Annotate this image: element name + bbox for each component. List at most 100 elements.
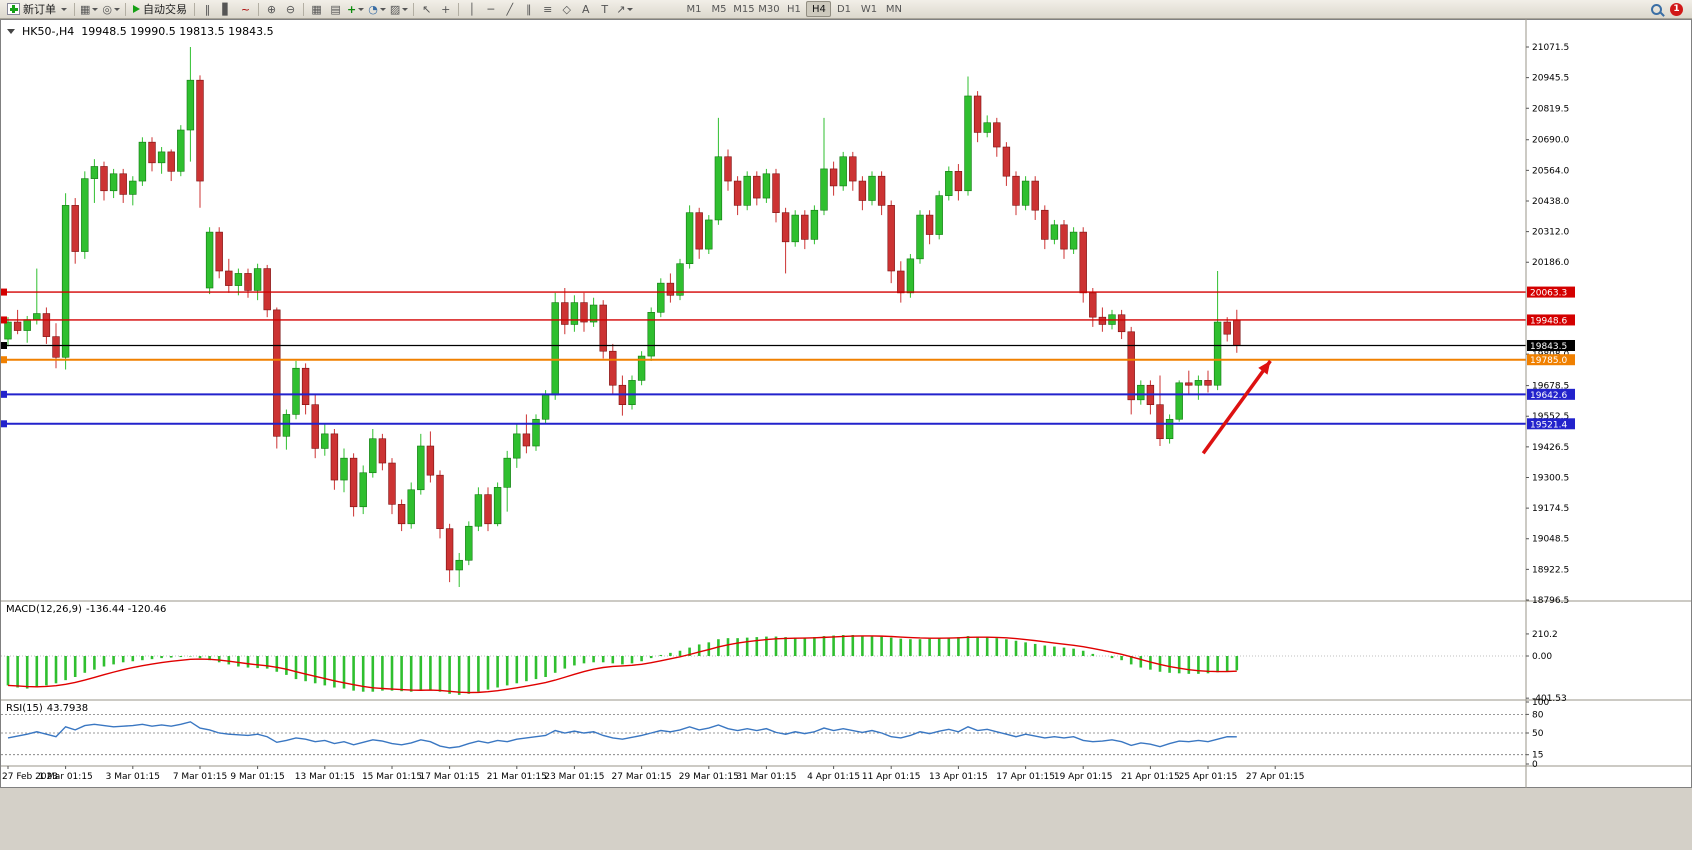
svg-text:20564.0: 20564.0 [1532, 166, 1569, 176]
label-icon[interactable]: T [601, 2, 609, 16]
shapes-icon[interactable]: ◇ [562, 2, 571, 16]
vertical-line-icon[interactable]: │ [468, 2, 476, 16]
hline-left-marker [1, 288, 7, 296]
timeframe-m5-button[interactable]: M5 [711, 3, 727, 15]
svg-text:20690.0: 20690.0 [1532, 136, 1569, 146]
candles-layer [4, 47, 1241, 587]
svg-text:13 Mar 01:15: 13 Mar 01:15 [295, 772, 355, 782]
svg-text:11 Apr 01:15: 11 Apr 01:15 [862, 772, 921, 782]
svg-text:20438.0: 20438.0 [1532, 197, 1569, 207]
svg-text:20945.5: 20945.5 [1532, 74, 1569, 84]
svg-text:27 Mar 01:15: 27 Mar 01:15 [612, 772, 672, 782]
dropdown-caret-icon [114, 7, 121, 11]
svg-text:15 Mar 01:15: 15 Mar 01:15 [362, 772, 422, 782]
timeframe-mn-button[interactable]: MN [885, 3, 903, 15]
rsi-name: RSI(15) [6, 703, 43, 714]
rsi-line [7, 721, 1237, 749]
svg-text:18796.5: 18796.5 [1532, 596, 1569, 606]
svg-text:21 Mar 01:15: 21 Mar 01:15 [487, 772, 547, 782]
svg-text:27 Apr 01:15: 27 Apr 01:15 [1246, 772, 1305, 782]
toolbar-group-draw: │ ─ ╱ ∥ ≡ ◇ A T ↗ [462, 1, 635, 18]
timeframe-h4-button[interactable]: H4 [806, 1, 832, 17]
equidistant-channel-icon[interactable]: ∥ [526, 2, 532, 16]
svg-text:21 Apr 01:15: 21 Apr 01:15 [1121, 772, 1180, 782]
profiles-icon[interactable]: ◎ [100, 1, 122, 18]
toolbar-separator [258, 2, 260, 16]
toolbar-right-icons: 1 [1651, 2, 1689, 16]
dropdown-caret-icon [627, 7, 634, 11]
horizontal-line-icon[interactable]: ─ [487, 2, 495, 16]
svg-text:19426.5: 19426.5 [1532, 443, 1569, 453]
chart-title: HK50-,H4 19948.5 19990.5 19813.5 19843.5 [7, 25, 274, 38]
price-line-badge [1527, 354, 1575, 366]
price-line-badge [1527, 418, 1575, 430]
hline-left-marker [1, 420, 7, 428]
rsi-value: 43.7938 [46, 703, 89, 714]
hlines-layer [1, 288, 1526, 428]
templates-icon[interactable]: ▨ [388, 1, 410, 18]
toolbar-group-tools: ▦ ▤ + ◔ ▨ [307, 1, 410, 18]
toolbar-separator [413, 2, 415, 16]
search-icon[interactable] [1651, 3, 1662, 15]
toolbar-separator [458, 2, 460, 16]
timeframe-m1-button[interactable]: M1 [686, 3, 702, 15]
text-icon[interactable]: A [581, 2, 590, 16]
hline-left-marker [1, 341, 7, 349]
timeframe-m15-button[interactable]: M15 [733, 3, 755, 15]
dropdown-caret-icon [61, 7, 67, 11]
timeframe-h1-button[interactable]: H1 [787, 3, 801, 15]
fibonacci-icon[interactable]: ≡ [543, 2, 553, 16]
arrow-annotation [1201, 359, 1272, 455]
timeframe-w1-button[interactable]: W1 [860, 3, 878, 15]
svg-text:23 Mar 01:15: 23 Mar 01:15 [544, 772, 604, 782]
new-order-icon [7, 3, 20, 15]
new-chart-icon[interactable]: ▦ [78, 1, 100, 18]
autotrade-button[interactable]: 自动交易 [129, 1, 191, 18]
svg-text:19048.5: 19048.5 [1532, 535, 1569, 545]
chart-collapse-icon[interactable] [7, 29, 15, 34]
candlestick-chart-icon[interactable]: ▋ [222, 2, 231, 16]
period-icon[interactable]: ◔ [366, 1, 388, 18]
svg-text:18922.5: 18922.5 [1532, 565, 1569, 575]
price-line-badge [1527, 314, 1575, 326]
zoom-out-icon[interactable]: ⊖ [285, 2, 296, 16]
svg-text:4 Apr 01:15: 4 Apr 01:15 [807, 772, 860, 782]
svg-text:3 Mar 01:15: 3 Mar 01:15 [106, 772, 160, 782]
svg-text:15: 15 [1532, 751, 1543, 761]
price-scale[interactable]: 21071.5 20945.5 20819.5 20690.0 20564.0 20438… [1526, 43, 1575, 606]
crosshair-icon[interactable]: + [441, 2, 451, 16]
svg-text:1 Mar 01:15: 1 Mar 01:15 [38, 772, 92, 782]
autotrade-label: 自动交易 [143, 3, 188, 16]
chart-window-bg [0, 19, 1692, 788]
cursor-icon[interactable]: ↖ [422, 2, 432, 16]
timeframe-d1-button[interactable]: D1 [836, 3, 851, 15]
tile-windows-icon[interactable]: ▦ [311, 2, 322, 16]
macd-indicator-label: MACD(12,26,9) -136.44 -120.46 [6, 604, 170, 615]
zoom-in-icon[interactable]: ⊕ [266, 2, 277, 16]
new-order-button[interactable]: 新订单 [3, 1, 71, 18]
trendline-icon[interactable]: ╱ [506, 2, 514, 16]
svg-text:-401.53: -401.53 [1532, 694, 1567, 704]
line-chart-icon[interactable]: ~ [240, 2, 251, 16]
svg-text:19678.5: 19678.5 [1532, 382, 1569, 392]
macd-values: -136.44 -120.46 [85, 604, 167, 615]
svg-text:19785.0: 19785.0 [1530, 356, 1567, 366]
notification-badge[interactable]: 1 [1670, 2, 1683, 16]
svg-text:19552.5: 19552.5 [1532, 412, 1569, 422]
toolbar-separator [303, 2, 305, 16]
hline-left-marker [1, 390, 7, 398]
arrange-windows-icon[interactable]: ▤ [330, 2, 341, 16]
svg-text:21071.5: 21071.5 [1532, 43, 1569, 53]
bar-chart-icon[interactable]: ‖ [204, 2, 211, 16]
chart-ohlc-values: 19948.5 19990.5 19813.5 19843.5 [81, 25, 274, 38]
svg-text:25 Apr 01:15: 25 Apr 01:15 [1179, 772, 1238, 782]
timeframe-m30-button[interactable]: M30 [758, 3, 780, 15]
new-order-label: 新订单 [23, 3, 56, 16]
toolbar-group-zoom: ⊕ ⊖ [262, 1, 300, 18]
macd-pane: 210.2 0.00 -401.53 [1, 630, 1567, 704]
toolbar-separator [125, 2, 127, 16]
arrows-icon[interactable]: ↗ [614, 1, 635, 18]
indicators-icon[interactable]: + [345, 1, 366, 18]
